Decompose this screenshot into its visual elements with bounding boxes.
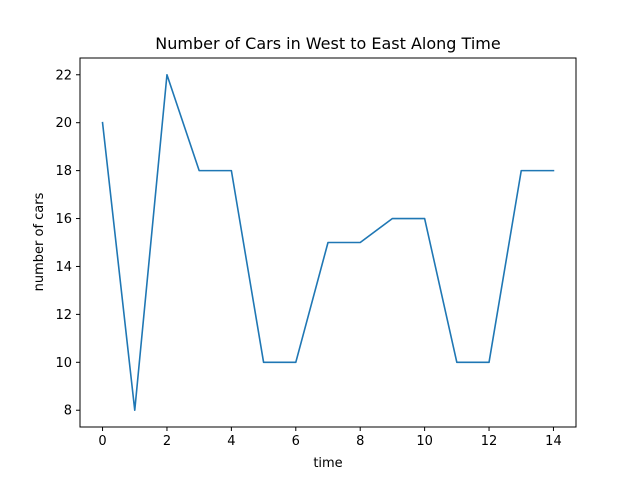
series-line: [101, 73, 555, 412]
x-tick-label: 12: [481, 434, 498, 449]
y-tick-label: 10: [55, 356, 72, 371]
y-tick-label: 20: [55, 116, 72, 131]
y-tick-label: 16: [55, 212, 72, 227]
y-tick-label: 8: [64, 404, 72, 419]
y-tick-label: 12: [55, 308, 72, 323]
x-axis-label: time: [313, 456, 342, 471]
x-tick-label: 2: [163, 434, 171, 449]
y-tick-label: 18: [55, 164, 72, 179]
y-tick-label: 14: [55, 260, 72, 275]
series-layer: [101, 73, 555, 412]
plot-frame: [79, 57, 577, 428]
y-tick-label: 22: [55, 68, 72, 83]
x-tick-label: 10: [416, 434, 433, 449]
x-tick-label: 0: [98, 434, 106, 449]
x-tick-label: 14: [545, 434, 562, 449]
x-axis: 0 2 4 6 8 10 12 14: [98, 427, 562, 449]
y-axis-label: number of cars: [32, 192, 47, 291]
chart-title: Number of Cars in West to East Along Tim…: [155, 34, 500, 53]
x-tick-label: 4: [227, 434, 235, 449]
x-tick-label: 8: [356, 434, 364, 449]
x-tick-label: 6: [292, 434, 300, 449]
y-axis: 8 10 12 14 16 18 20 22: [55, 68, 80, 419]
